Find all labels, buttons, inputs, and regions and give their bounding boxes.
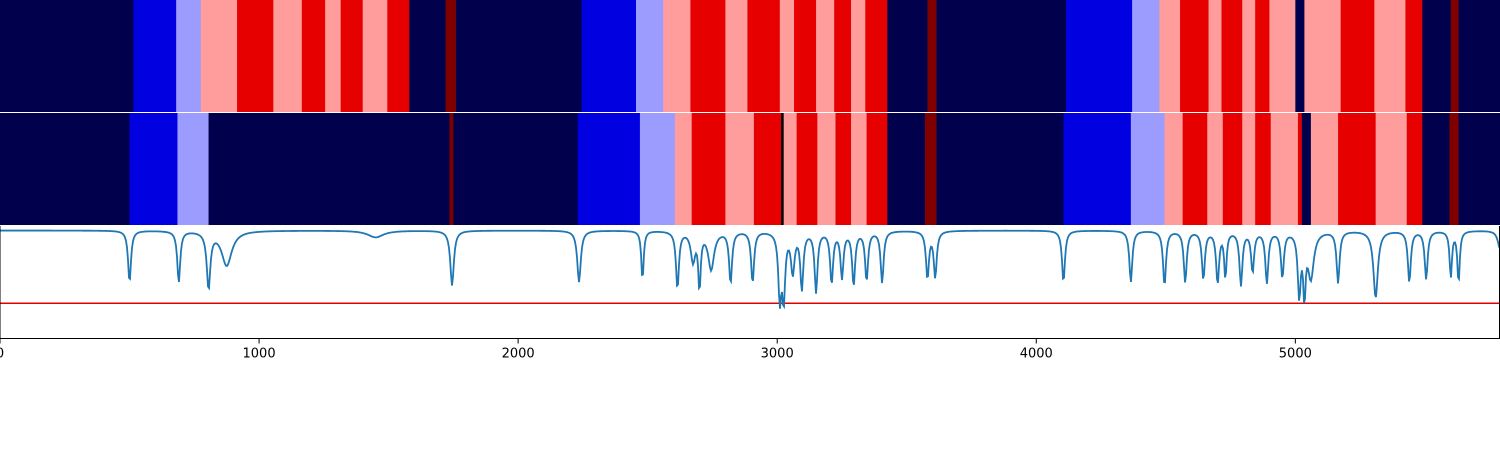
heat-cell <box>794 0 817 112</box>
x-tick-label: 0 <box>0 347 4 362</box>
heat-cell <box>927 0 937 112</box>
heat-cell <box>1340 0 1375 112</box>
heat-cell <box>1422 0 1452 112</box>
heat-cell <box>177 113 209 225</box>
heat-cell <box>1458 0 1500 112</box>
heat-cell <box>1066 0 1133 112</box>
heat-cell <box>1301 113 1312 225</box>
heat-cell <box>449 113 454 225</box>
heat-cell <box>1269 0 1296 112</box>
heat-cell <box>781 113 785 225</box>
heat-cell <box>176 0 202 112</box>
heat-cell <box>1242 0 1256 112</box>
heat-cell <box>0 113 130 225</box>
heat-cell <box>1130 113 1165 225</box>
heat-cell <box>851 0 866 112</box>
heat-cell <box>1374 0 1406 112</box>
heat-cell <box>690 0 726 112</box>
heat-cell <box>865 0 888 112</box>
heat-cell <box>129 113 178 225</box>
heat-cell <box>273 0 303 112</box>
heat-cell <box>1375 113 1408 225</box>
heat-cell <box>1458 113 1500 225</box>
heat-cell <box>851 113 867 225</box>
heat-cell <box>1180 0 1209 112</box>
heatmap-middle <box>0 113 1500 225</box>
heat-cell <box>1159 0 1181 112</box>
heat-cell <box>453 113 579 225</box>
x-tick-label: 5000 <box>1279 347 1312 362</box>
heat-cell <box>1406 113 1423 225</box>
heat-cell <box>0 0 134 112</box>
heat-cell <box>581 0 637 112</box>
heat-cell <box>1208 0 1222 112</box>
heat-cell <box>936 0 1067 112</box>
heat-cell <box>387 0 410 112</box>
heat-cell <box>747 0 781 112</box>
heat-cell <box>691 113 726 225</box>
heat-cell <box>1132 0 1160 112</box>
x-tick-label: 1000 <box>243 347 276 362</box>
heat-cell <box>340 0 364 112</box>
heat-cell <box>835 113 852 225</box>
heat-cell <box>663 0 691 112</box>
heat-cell <box>1450 0 1459 112</box>
heat-cell <box>445 0 457 112</box>
heat-cell <box>887 0 928 112</box>
heat-cell <box>409 0 446 112</box>
heat-cell <box>834 0 852 112</box>
heat-cell <box>817 113 836 225</box>
heat-cell <box>725 113 755 225</box>
heat-cell <box>1422 113 1450 225</box>
heat-cell <box>1255 0 1270 112</box>
heat-cell <box>636 0 664 112</box>
heat-cell <box>1304 0 1342 112</box>
heat-cell <box>1221 0 1243 112</box>
heat-cell <box>1222 113 1243 225</box>
x-tick-label: 3000 <box>761 347 794 362</box>
heat-cell <box>133 0 177 112</box>
heat-cell <box>1063 113 1132 225</box>
heat-cell <box>725 0 748 112</box>
heat-cell <box>779 0 795 112</box>
heat-cell <box>362 0 388 112</box>
heat-cell <box>1207 113 1224 225</box>
heat-cell <box>639 113 676 225</box>
heat-cell <box>1270 113 1299 225</box>
x-tick-label: 4000 <box>1020 347 1053 362</box>
heat-cell <box>325 0 342 112</box>
heat-cell <box>1164 113 1184 225</box>
heat-cell <box>796 113 818 225</box>
heat-cell <box>1338 113 1377 225</box>
heat-cell <box>887 113 926 225</box>
heat-cell <box>577 113 641 225</box>
heat-cell <box>674 113 693 225</box>
heat-cell <box>1182 113 1208 225</box>
heat-cell <box>783 113 798 225</box>
heat-cell <box>866 113 888 225</box>
heat-cell <box>1310 113 1339 225</box>
heat-cell <box>455 0 583 112</box>
series-line <box>0 229 1500 310</box>
heat-cell <box>936 113 1064 225</box>
heat-cell <box>1242 113 1256 225</box>
heat-cell <box>753 113 782 225</box>
heat-cell <box>200 0 238 112</box>
heat-cell <box>1297 113 1303 225</box>
x-axis: 0 1000 2000 3000 4000 5000 <box>0 338 1500 362</box>
heat-cell <box>1405 0 1423 112</box>
heat-cell <box>924 113 937 225</box>
heat-cell <box>1449 113 1459 225</box>
heat-cell <box>208 113 450 225</box>
heat-cell <box>237 0 274 112</box>
heatmap-top <box>0 0 1500 112</box>
x-tick-label: 2000 <box>502 347 535 362</box>
heat-cell <box>1255 113 1272 225</box>
heat-cell <box>1295 0 1305 112</box>
heat-cell <box>301 0 326 112</box>
line-plot-panel <box>0 226 1500 338</box>
heat-cell <box>816 0 835 112</box>
